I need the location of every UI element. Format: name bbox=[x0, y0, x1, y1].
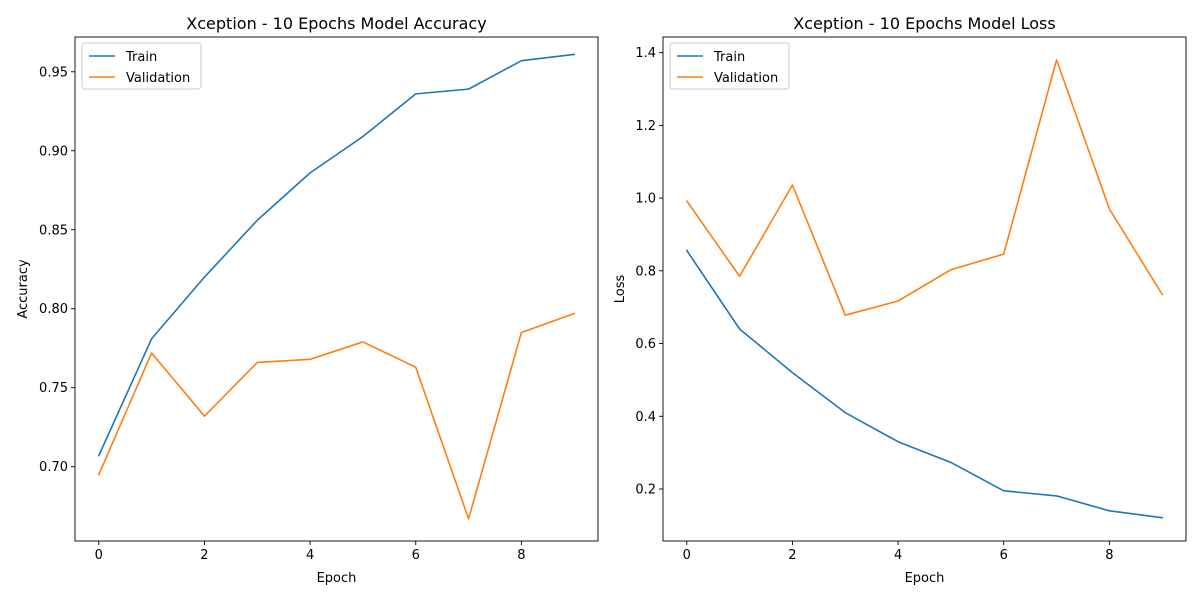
chart-title: Xception - 10 Epochs Model Accuracy bbox=[186, 14, 486, 33]
legend-label-validation: Validation bbox=[714, 71, 778, 86]
x-axis-label: Epoch bbox=[905, 571, 945, 586]
legend-label-train: Train bbox=[713, 50, 745, 65]
y-tick-label: 0.8 bbox=[635, 264, 656, 279]
y-tick-label: 1.2 bbox=[635, 119, 656, 134]
x-tick-label: 8 bbox=[1105, 548, 1113, 563]
y-tick-label: 1.0 bbox=[635, 192, 656, 207]
x-tick-label: 0 bbox=[683, 548, 691, 563]
y-tick-label: 0.95 bbox=[39, 65, 68, 80]
legend: Train Validation bbox=[669, 42, 790, 90]
x-tick-label: 8 bbox=[517, 548, 525, 563]
x-tick-label: 0 bbox=[95, 548, 103, 563]
y-tick-label: 0.4 bbox=[635, 410, 656, 425]
y-tick-label: 0.75 bbox=[39, 381, 68, 396]
x-axis-label: Epoch bbox=[317, 571, 357, 586]
legend-label-train: Train bbox=[125, 50, 157, 65]
y-tick-label: 0.2 bbox=[635, 483, 656, 498]
y-tick-label: 0.70 bbox=[39, 460, 68, 475]
series-line-validation bbox=[97, 312, 576, 520]
chart-panel-1: Xception - 10 Epochs Model Loss 0 2 4 6 8 0.2 0… bbox=[613, 14, 1187, 586]
y-tick-label: 0.6 bbox=[635, 337, 656, 352]
x-tick-label: 6 bbox=[1000, 548, 1008, 563]
legend-label-validation: Validation bbox=[126, 71, 190, 86]
chart-panel-0: Xception - 10 Epochs Model Accuracy 0 2 4 6 8… bbox=[16, 14, 599, 586]
y-axis-label: Accuracy bbox=[16, 259, 31, 319]
x-tick-label: 4 bbox=[306, 548, 314, 563]
chart-title: Xception - 10 Epochs Model Loss bbox=[793, 14, 1055, 33]
y-tick-label: 0.85 bbox=[39, 223, 68, 238]
axes-frame bbox=[74, 36, 599, 542]
axes-frame bbox=[662, 36, 1187, 542]
x-tick-label: 4 bbox=[894, 548, 902, 563]
series-line-validation bbox=[685, 59, 1164, 316]
y-axis-label: Loss bbox=[613, 275, 628, 304]
series-line-train bbox=[97, 53, 576, 457]
y-tick-label: 0.80 bbox=[39, 302, 68, 317]
x-tick-label: 2 bbox=[200, 548, 208, 563]
y-tick-label: 0.90 bbox=[39, 144, 68, 159]
x-tick-label: 2 bbox=[788, 548, 796, 563]
series-line-train bbox=[685, 249, 1164, 519]
legend: Train Validation bbox=[81, 42, 202, 90]
x-tick-label: 6 bbox=[412, 548, 420, 563]
y-tick-label: 1.4 bbox=[635, 46, 656, 61]
